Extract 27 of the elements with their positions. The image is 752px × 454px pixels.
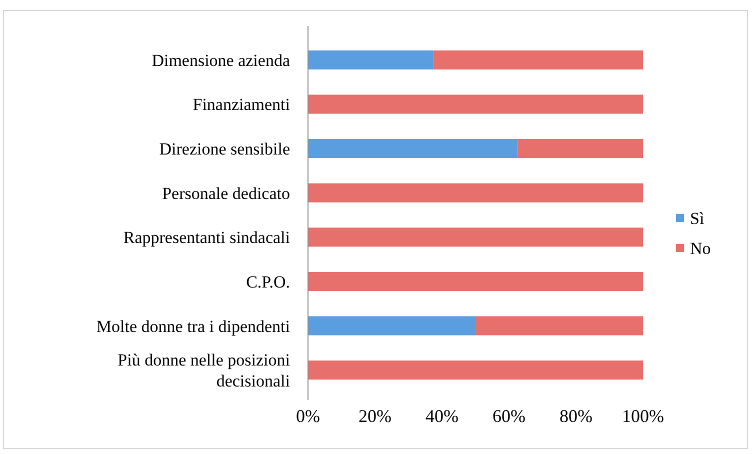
bar — [308, 94, 643, 114]
bar — [308, 228, 643, 247]
bar — [308, 272, 643, 291]
bar — [308, 316, 476, 336]
y-tick-label: Più donne nelle posizioni decisionali — [118, 350, 290, 391]
x-tick-label: 40% — [426, 406, 458, 426]
legend-label: No — [690, 239, 711, 258]
x-tick-label: 80% — [560, 406, 592, 426]
bar — [308, 360, 643, 380]
bar — [308, 50, 434, 70]
bar — [517, 139, 643, 158]
y-tick-label: Direzione sensibile — [159, 140, 290, 159]
x-tick-label: 20% — [358, 406, 392, 426]
legend-label: Sì — [690, 209, 704, 228]
y-tick-label: Rappresentanti sindacali — [123, 228, 290, 248]
y-tick-label: C.P.O. — [246, 272, 290, 292]
y-tick-label: Dimensione azienda — [152, 50, 290, 70]
x-tick-label: 100% — [622, 406, 664, 426]
bar — [434, 50, 643, 70]
y-tick-label: Molte donne tra i dipendenti — [96, 316, 290, 336]
x-tick-label: 60% — [492, 406, 526, 426]
bar — [308, 139, 518, 158]
bar — [308, 183, 643, 202]
y-tick-label: Personale dedicato — [162, 184, 290, 203]
x-tick-label: 0% — [296, 406, 320, 426]
y-tick-label: Finanziamenti — [192, 95, 290, 114]
bar — [476, 316, 643, 336]
